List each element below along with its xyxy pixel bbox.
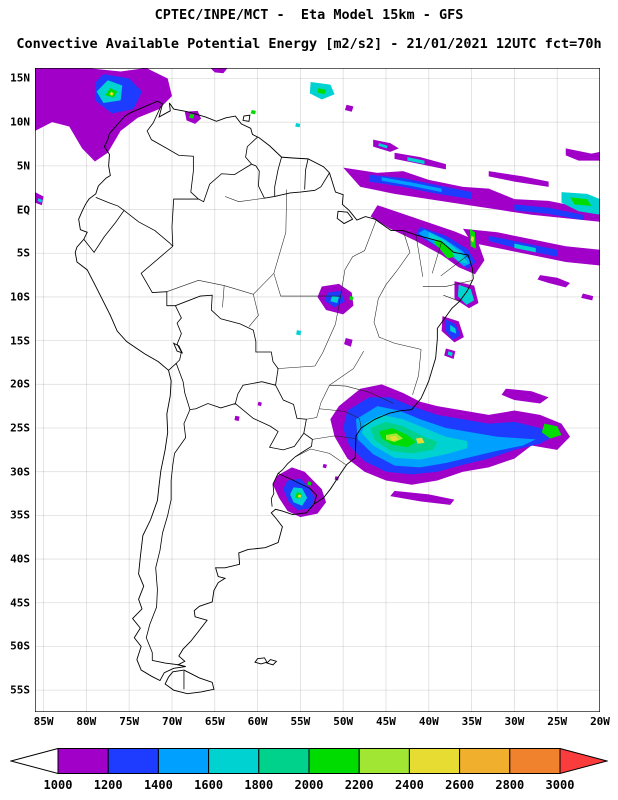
- colorbar-label: 2600: [445, 778, 475, 792]
- x-tick-label: 85W: [33, 715, 54, 728]
- page-title: CPTEC/INPE/MCT - Eta Model 15km - GFS: [154, 7, 464, 23]
- y-tick-label: 55S: [10, 683, 30, 697]
- colorbar-label: 1200: [93, 778, 123, 792]
- y-tick-label: 50S: [10, 639, 30, 653]
- x-tick-label: 60W: [247, 715, 268, 728]
- cape-fill-1200: [94, 74, 583, 511]
- cape-fill-1000: [35, 68, 600, 518]
- colorbar-segment: [509, 748, 561, 774]
- y-tick-label: 40S: [10, 552, 30, 566]
- colorbar-label: 1000: [43, 778, 73, 792]
- colorbar-over-arrow: [559, 748, 608, 775]
- x-tick-label: 20W: [590, 715, 610, 728]
- x-tick-label: 70W: [162, 715, 182, 728]
- colorbar-segment: [107, 748, 159, 774]
- y-tick-label: 10N: [10, 115, 30, 129]
- colorbar-segment: [358, 748, 410, 774]
- colorbar-under-arrow: [10, 748, 59, 775]
- x-tick-label: 80W: [76, 715, 97, 728]
- colorbar-segment: [57, 748, 109, 774]
- cape-fill-1800: [370, 246, 455, 454]
- x-tick-label: 55W: [290, 715, 311, 728]
- colorbar-label: 2000: [294, 778, 324, 792]
- y-axis-ticks: 15N 10N 5N EQ 5S 10S 15S 20S 25S 30S 35S 40S 45S 50S 5…: [0, 68, 32, 712]
- colorbar-segment: [459, 748, 511, 774]
- y-tick-label: 35S: [10, 508, 30, 522]
- cape-shading: [35, 68, 600, 518]
- x-tick-label: 50W: [333, 715, 354, 728]
- colorbar-label: 1800: [244, 778, 274, 792]
- colorbar-svg: [10, 748, 608, 775]
- y-tick-label: 5S: [16, 246, 30, 260]
- y-tick-label: 15N: [10, 71, 30, 85]
- brazil-state-borders: [167, 189, 473, 464]
- colorbar-label: 1400: [143, 778, 173, 792]
- x-tick-label: 25W: [547, 715, 568, 728]
- colorbar-segment: [258, 748, 310, 774]
- y-tick-label: 45S: [10, 596, 30, 610]
- coastline: [75, 101, 473, 693]
- y-tick-label: 5N: [16, 159, 30, 173]
- y-tick-label: 15S: [10, 334, 30, 348]
- x-tick-label: 30W: [504, 715, 525, 728]
- y-tick-label: 25S: [10, 421, 30, 435]
- chart-subtitle: Convective Available Potential Energy [m…: [16, 36, 602, 52]
- colorbar-label: 1600: [194, 778, 224, 792]
- x-tick-label: 40W: [418, 715, 439, 728]
- colorbar-segment: [157, 748, 210, 774]
- colorbar-label: 2400: [394, 778, 424, 792]
- y-tick-label: 20S: [10, 377, 30, 391]
- y-tick-label: 10S: [10, 290, 30, 304]
- colorbar-segment: [208, 748, 260, 774]
- colorbar: 1000 1200 1400 1600 1800 2000 2200 2400 2600 2800…: [10, 748, 608, 796]
- x-tick-label: 65W: [204, 715, 225, 728]
- x-tick-label: 75W: [119, 715, 140, 728]
- colorbar-label: 3000: [545, 778, 575, 792]
- map-svg: [35, 68, 600, 712]
- x-tick-label: 35W: [461, 715, 482, 728]
- x-axis-ticks: 85W 80W 75W 70W 65W 60W 55W 50W 45W 40W 35W 30W 25W 2…: [33, 712, 610, 730]
- y-tick-label: 30S: [10, 465, 30, 479]
- colorbar-segment: [408, 748, 461, 774]
- colorbar-label: 2200: [344, 778, 374, 792]
- y-tick-label: EQ: [16, 203, 30, 217]
- colorbar-label: 2800: [495, 778, 525, 792]
- country-borders: [84, 106, 330, 689]
- x-tick-label: 45W: [376, 715, 396, 728]
- colorbar-segment: [308, 748, 360, 774]
- colorbar-labels: 1000 1200 1400 1600 1800 2000 2200 2400 2600 2800…: [10, 778, 608, 794]
- map-plot-area: 15N 10N 5N EQ 5S 10S 15S 20S 25S 30S 35S 40S 45S 50S 5…: [10, 68, 610, 728]
